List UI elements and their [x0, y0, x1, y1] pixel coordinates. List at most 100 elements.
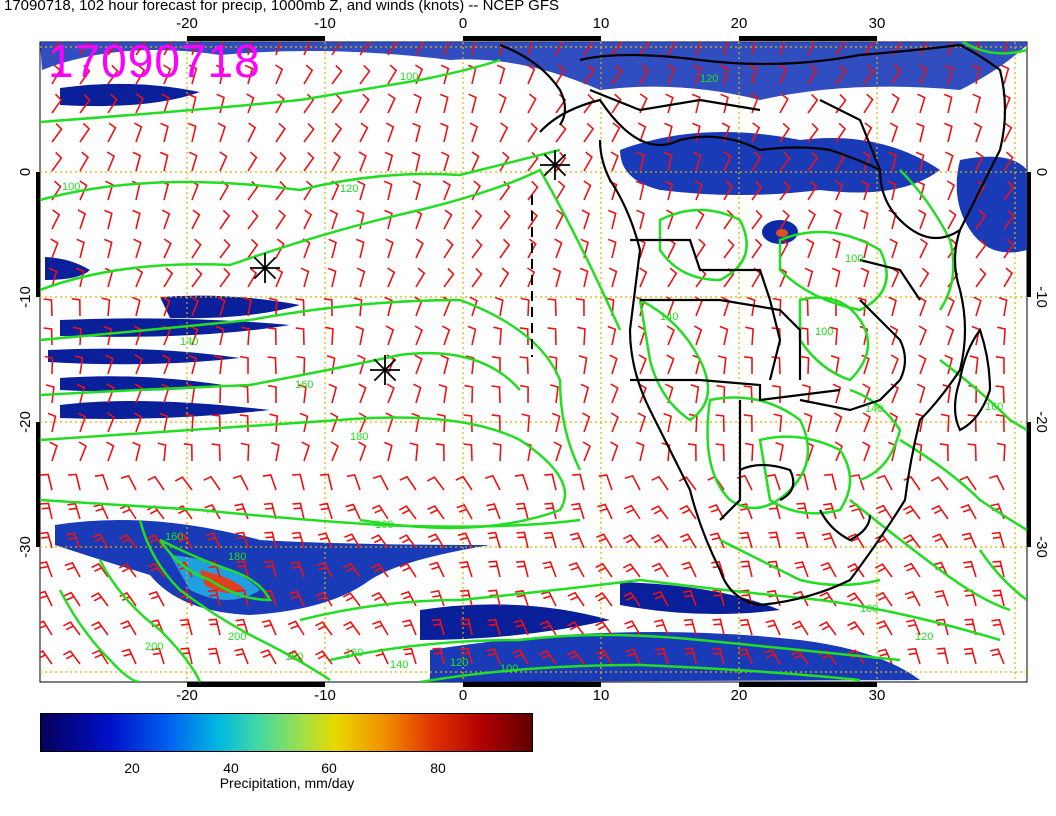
wind-barb: [469, 296, 478, 317]
wind-barb: [460, 618, 473, 636]
wind-barb: [738, 648, 753, 665]
bottom-lon-tick: 10: [593, 687, 610, 700]
wind-barb: [162, 296, 171, 317]
wind-barb: [385, 122, 395, 143]
wind-barb: [261, 619, 277, 636]
contour-label: 120: [700, 73, 718, 85]
wind-barb: [919, 238, 929, 259]
wind-barb: [990, 648, 1005, 665]
wind-barb: [717, 355, 727, 375]
wind-barb: [863, 93, 874, 114]
wind-barb: [678, 476, 697, 491]
wind-barb: [107, 42, 119, 56]
wind-barb: [795, 531, 809, 549]
wind-barb: [555, 42, 564, 56]
wind-barb: [160, 122, 169, 143]
wind-barb: [357, 180, 366, 201]
wind-barb: [235, 531, 249, 549]
wind-barb: [460, 589, 473, 607]
wind-barb: [191, 238, 202, 259]
wind-barb: [40, 620, 53, 636]
wind-barb: [835, 64, 847, 85]
wind-barb: [387, 267, 396, 288]
wind-barb: [773, 413, 783, 433]
wind-barb: [384, 296, 393, 317]
wind-barb: [975, 180, 986, 201]
wind-barb: [765, 619, 781, 636]
wind-barb: [580, 383, 590, 404]
wind-barb: [975, 238, 987, 259]
wind-barb: [807, 122, 819, 143]
wind-barb: [934, 589, 949, 607]
wind-barb: [51, 93, 63, 114]
wind-barb: [275, 122, 286, 143]
wind-barb: [610, 151, 619, 172]
contour-label: 100: [860, 603, 878, 615]
wind-barb: [316, 561, 333, 578]
wind-barb: [578, 354, 588, 375]
wind-barb: [467, 325, 477, 346]
wind-barb: [183, 443, 193, 462]
wind-barb: [315, 591, 333, 607]
wind-barb: [135, 42, 147, 56]
wind-barb: [40, 561, 53, 578]
wind-barb: [157, 442, 167, 462]
wind-barb: [247, 180, 259, 201]
wind-barb: [323, 298, 333, 317]
wind-barb: [91, 621, 109, 636]
wind-barb: [331, 122, 343, 143]
wind-barb: [693, 325, 703, 346]
wind-barb: [682, 589, 697, 607]
bottom-lon-ticks: -20 -10 0 10 20 30: [176, 687, 885, 700]
wind-barb: [944, 64, 954, 85]
wind-barb: [835, 122, 847, 143]
wind-barb: [663, 151, 673, 172]
wind-barb: [723, 151, 732, 172]
wind-barb: [723, 42, 729, 56]
wind-barb: [694, 180, 703, 201]
wind-barb: [903, 562, 921, 578]
wind-barb: [40, 502, 53, 520]
height-contours: [40, 42, 1027, 682]
wind-barb: [327, 267, 337, 288]
wind-barb: [959, 475, 977, 491]
wind-barb: [609, 354, 618, 375]
wind-barb: [303, 42, 311, 56]
wind-barb: [665, 383, 674, 404]
wind-barb: [943, 93, 953, 114]
wind-barb: [542, 561, 557, 578]
wind-barb: [464, 384, 474, 404]
wind-barb: [835, 180, 844, 201]
right-lat-ticks: 0 -10 -20 -30: [1033, 168, 1050, 558]
wind-barb: [876, 474, 893, 491]
contour-labels: 100 120 140 160 180 160 140 120 100 160 …: [62, 71, 1003, 675]
wind-barb: [94, 473, 109, 491]
wind-barb: [819, 621, 837, 636]
wind-barb: [946, 180, 956, 201]
wind-barb: [766, 473, 781, 491]
wind-barb: [611, 42, 623, 56]
wind-barb: [661, 442, 671, 462]
wind-barb: [520, 384, 529, 404]
contour-label: 120: [340, 183, 358, 195]
wind-barb: [527, 238, 537, 259]
top-lon-tick: -20: [176, 15, 198, 32]
wind-barb: [916, 122, 925, 143]
wind-barb: [275, 42, 281, 56]
wind-barb: [72, 326, 82, 346]
wind-barb: [358, 383, 367, 404]
wind-barb: [119, 534, 137, 549]
wind-barb: [555, 64, 566, 85]
wind-barb: [796, 473, 809, 491]
wind-barb: [902, 505, 921, 520]
wind-barb: [751, 209, 763, 230]
wind-barb: [63, 591, 81, 607]
wind-barb: [834, 412, 843, 433]
wind-barb: [499, 151, 510, 172]
wind-barb: [359, 122, 369, 143]
wind-barb: [945, 325, 955, 346]
wind-barb: [455, 475, 473, 491]
wind-barb: [346, 473, 361, 491]
wind-barb: [679, 504, 697, 520]
wind-barb: [191, 209, 201, 230]
